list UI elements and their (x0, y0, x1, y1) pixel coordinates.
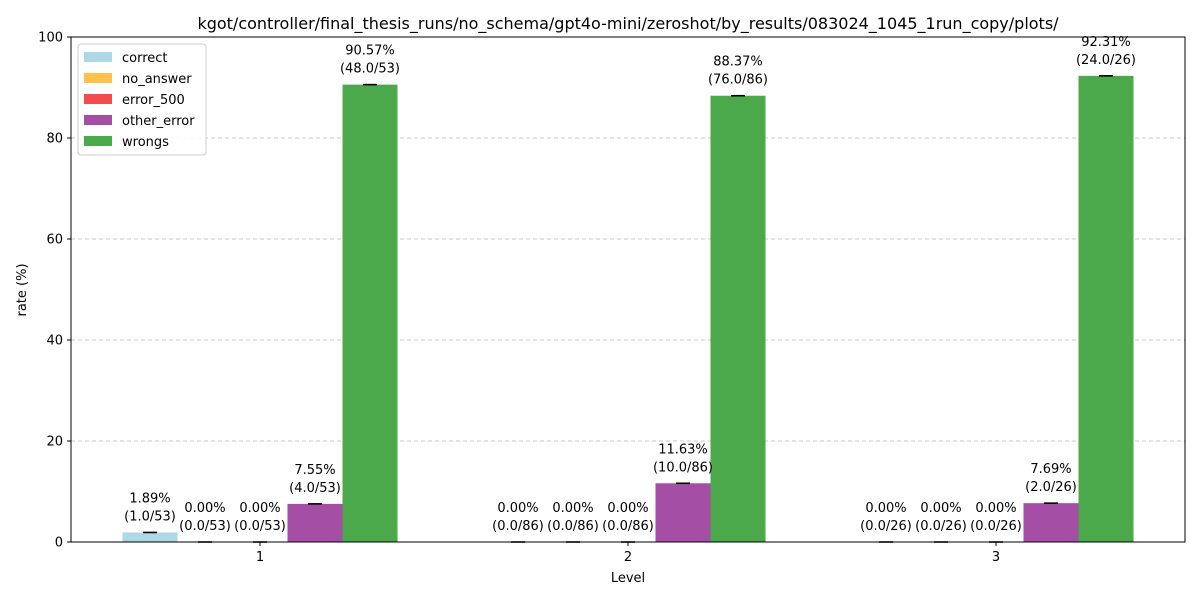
data-label-percent: 0.00% (497, 501, 538, 516)
data-label-count: (4.0/53) (289, 481, 341, 496)
bar-wrongs (1078, 75, 1134, 542)
y-tick-label: 60 (46, 233, 63, 248)
y-tick-label: 40 (46, 334, 63, 349)
legend-label-error_500: error_500 (122, 93, 185, 108)
data-label-percent: 0.00% (607, 501, 648, 516)
y-axis-ticks: 0 20 40 60 80 100 (38, 31, 71, 551)
data-label-percent: 0.00% (239, 501, 280, 516)
data-label-count: (0.0/86) (492, 519, 544, 534)
legend-swatch-error_500 (84, 94, 112, 104)
y-tick-label: 0 (55, 536, 63, 551)
legend-label-wrongs: wrongs (122, 135, 169, 150)
data-label-count: (0.0/86) (602, 519, 654, 534)
y-tick-label: 80 (46, 132, 63, 147)
bar-other_error (287, 503, 343, 542)
x-tick-label: 3 (992, 550, 1000, 565)
plot-frame (70, 36, 1186, 543)
legend-swatch-wrongs (84, 136, 112, 146)
data-label-count: (0.0/53) (234, 519, 286, 534)
data-label-count: (24.0/26) (1076, 53, 1136, 68)
data-label-count: (0.0/26) (915, 519, 967, 534)
bar-wrongs (342, 84, 398, 543)
legend-label-correct: correct (122, 51, 168, 66)
error-bars-group (143, 75, 1113, 543)
bar-other_error (1023, 503, 1079, 542)
data-label-count: (2.0/26) (1025, 480, 1077, 495)
grid-lines (71, 137, 1185, 442)
bar-correct (122, 532, 178, 542)
data-label-percent: 0.00% (920, 501, 961, 516)
x-tick-label: 2 (624, 550, 632, 565)
data-label-count: (76.0/86) (708, 73, 768, 88)
x-axis-ticks: 1 2 3 (256, 542, 1000, 565)
data-label-percent: 0.00% (184, 501, 225, 516)
data-label-count: (48.0/53) (340, 62, 400, 77)
data-label-count: (10.0/86) (653, 460, 713, 475)
legend-label-no_answer: no_answer (122, 72, 192, 87)
data-label-count: (0.0/86) (547, 519, 599, 534)
bar-wrongs (710, 95, 766, 542)
x-axis-label: Level (611, 571, 645, 586)
chart-title: kgot/controller/final_thesis_runs/no_sch… (197, 14, 1059, 34)
data-labels-group: 1.89% (1.0/53) 0.00% (0.0/86) 0.00% (0.0/26) 0… (124, 35, 1136, 534)
data-label-percent: 7.69% (1030, 462, 1071, 477)
data-label-percent: 92.31% (1081, 35, 1131, 50)
y-tick-label: 20 (46, 435, 63, 450)
x-tick-label: 1 (256, 550, 264, 565)
data-label-percent: 7.55% (294, 463, 335, 478)
data-label-percent: 0.00% (552, 501, 593, 516)
data-label-count: (1.0/53) (124, 509, 176, 524)
legend-swatch-correct (84, 52, 112, 62)
data-label-count: (0.0/26) (860, 519, 912, 534)
data-label-count: (0.0/53) (179, 519, 231, 534)
data-label-percent: 1.89% (129, 491, 170, 506)
legend: correct no_answer error_500 other_errorwron… (77, 43, 207, 156)
data-label-count: (0.0/26) (970, 519, 1022, 534)
data-label-percent: 90.57% (345, 44, 395, 59)
y-tick-label: 100 (38, 31, 63, 46)
data-label-percent: 11.63% (658, 442, 708, 457)
legend-swatch-no_answer (84, 73, 112, 83)
legend-box (77, 43, 207, 156)
legend-swatch-other_error (84, 115, 112, 125)
data-label-percent: 0.00% (865, 501, 906, 516)
legend-label-other_error: other_error (122, 114, 195, 129)
data-label-percent: 88.37% (713, 55, 763, 70)
bars-group (122, 75, 1134, 543)
y-axis-label: rate (%) (15, 263, 30, 316)
data-label-percent: 0.00% (975, 501, 1016, 516)
bar-other_error (655, 483, 711, 542)
